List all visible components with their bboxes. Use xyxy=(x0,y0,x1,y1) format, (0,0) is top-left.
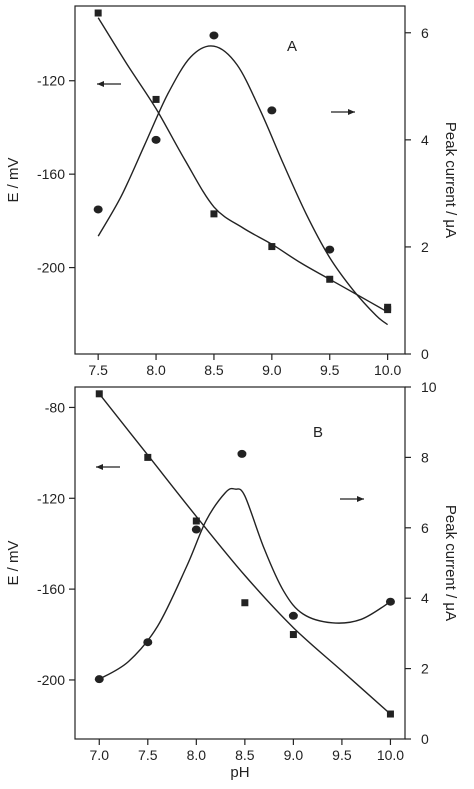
plot-frame xyxy=(74,386,406,740)
square-marker xyxy=(326,275,334,283)
square-marker xyxy=(192,517,200,525)
square-marker xyxy=(289,631,297,639)
circle-marker xyxy=(93,205,103,214)
panel-label: A xyxy=(287,38,297,55)
square-marker xyxy=(384,303,392,311)
circle-marker xyxy=(94,675,104,684)
right-y-tick-label: 6 xyxy=(421,25,429,41)
x-tick-label: 8.0 xyxy=(146,362,166,378)
x-tick-label: 8.5 xyxy=(235,747,255,763)
axis-arrows xyxy=(97,81,355,115)
left-y-tick-label: -120 xyxy=(37,490,65,506)
right-y-tick-label: 4 xyxy=(421,132,429,148)
square-marker xyxy=(241,599,249,607)
potential-fit-curve xyxy=(97,17,388,313)
left-y-axis: -80 -120 -160 -200 xyxy=(37,399,75,688)
right-y-tick-label: 2 xyxy=(421,661,429,677)
data-markers xyxy=(94,390,395,718)
x-tick-label: 8.5 xyxy=(204,362,224,378)
x-tick-label: 7.5 xyxy=(88,362,108,378)
panel-b: B E / mV Peak current / μA 7.0 7.5 8.0 8.5 9… xyxy=(5,379,459,763)
x-tick-label: 7.5 xyxy=(138,747,158,763)
circle-marker xyxy=(237,449,247,458)
circle-marker xyxy=(325,245,335,254)
panel-a: A E / mV Peak current / μA 7.5 8.0 8.5 9.0 9… xyxy=(5,5,459,378)
potential-fit-curve xyxy=(98,393,391,715)
current-fit-curve xyxy=(98,487,391,680)
right-y-axis: 0 2 4 6 xyxy=(405,25,429,362)
square-marker xyxy=(152,95,160,103)
left-y-tick-label: -120 xyxy=(37,73,65,89)
right-y-tick-label: 2 xyxy=(421,239,429,255)
x-tick-label: 9.5 xyxy=(332,747,352,763)
panel-label: B xyxy=(313,424,323,441)
right-arrow-head xyxy=(348,109,355,115)
left-y-axis: -120 -160 -200 xyxy=(37,73,75,276)
right-arrow-head xyxy=(357,496,364,502)
left-axis-title: E / mV xyxy=(5,540,22,585)
right-y-tick-label: 0 xyxy=(421,346,429,362)
left-y-tick-label: -80 xyxy=(45,399,65,415)
left-arrow-head xyxy=(96,464,103,470)
left-y-tick-label: -160 xyxy=(37,166,65,182)
circle-marker xyxy=(191,525,201,534)
x-tick-label: 10.0 xyxy=(374,362,401,378)
right-axis-title: Peak current / μA xyxy=(442,122,459,238)
x-axis: 7.0 7.5 8.0 8.5 9.0 9.5 10.0 xyxy=(90,739,404,763)
circle-marker xyxy=(267,106,277,115)
circle-marker xyxy=(385,597,395,606)
x-tick-label: 9.5 xyxy=(320,362,340,378)
square-marker xyxy=(386,710,394,718)
square-marker xyxy=(94,9,102,17)
plot-frame xyxy=(74,5,406,355)
x-tick-label: 8.0 xyxy=(187,747,207,763)
square-marker xyxy=(95,390,103,398)
circle-marker xyxy=(143,638,153,647)
left-y-tick-label: -200 xyxy=(37,260,65,276)
x-tick-label: 9.0 xyxy=(284,747,304,763)
right-y-tick-label: 4 xyxy=(421,590,429,606)
x-axis: 7.5 8.0 8.5 9.0 9.5 10.0 xyxy=(88,354,401,378)
left-y-tick-label: -200 xyxy=(37,672,65,688)
data-markers xyxy=(93,9,392,314)
x-tick-label: 9.0 xyxy=(262,362,282,378)
circle-marker xyxy=(151,135,161,144)
left-y-tick-label: -160 xyxy=(37,581,65,597)
left-axis-title: E / mV xyxy=(5,157,22,202)
x-axis-title: pH xyxy=(230,764,249,781)
circle-marker xyxy=(288,611,298,620)
right-y-tick-label: 8 xyxy=(421,449,429,465)
fit-curves xyxy=(97,17,389,326)
axis-arrows xyxy=(96,464,364,502)
left-arrow-head xyxy=(97,81,104,87)
square-marker xyxy=(268,243,276,251)
x-tick-label: 7.0 xyxy=(90,747,110,763)
x-tick-label: 10.0 xyxy=(377,747,404,763)
right-y-axis: 0 2 4 6 8 10 xyxy=(405,379,437,747)
right-y-tick-label: 0 xyxy=(421,731,429,747)
right-axis-title: Peak current / μA xyxy=(442,505,459,621)
right-y-tick-label: 6 xyxy=(421,520,429,536)
fit-curves xyxy=(98,393,391,715)
current-fit-curve xyxy=(97,45,389,326)
square-marker xyxy=(144,453,152,461)
right-y-tick-label: 10 xyxy=(421,379,437,395)
square-marker xyxy=(210,210,218,218)
circle-marker xyxy=(209,31,219,40)
